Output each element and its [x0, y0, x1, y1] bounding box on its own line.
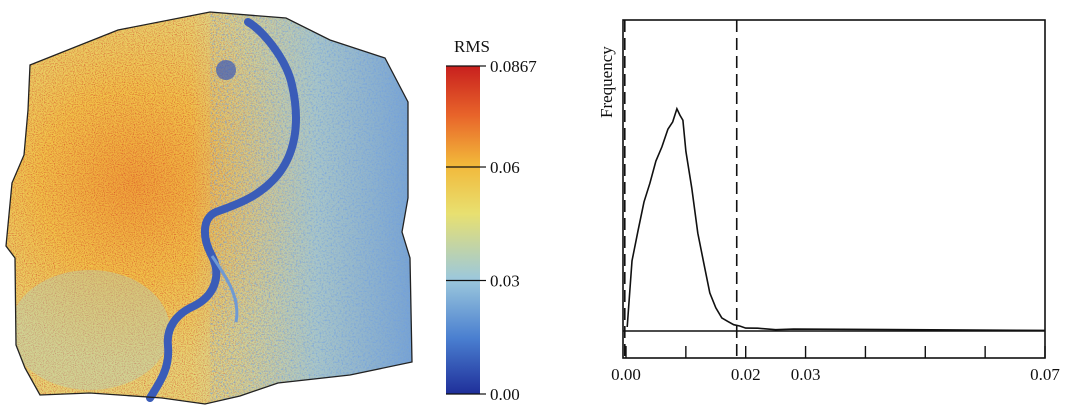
colorbar-svg: RMS 0.0867 0.06 0.03 0.00: [446, 37, 537, 404]
plot-frame: [622, 19, 1046, 359]
colorbar-ticks: 0.0867 0.06 0.03 0.00: [446, 57, 537, 404]
x-tick-label: 0.03: [791, 365, 821, 384]
histogram-svg: Frequency 0.00 0.02 0.03 0.07: [597, 19, 1060, 384]
colorbar-tick-label: 0.03: [490, 272, 520, 291]
river: [146, 18, 300, 402]
rms-map: [0, 0, 420, 409]
colorbar-tick-label: 0.0867: [490, 57, 537, 76]
rms-histogram: Frequency 0.00 0.02 0.03 0.07: [590, 0, 1066, 409]
colorbar-tick-label: 0.00: [490, 385, 520, 400]
colorbar-title: RMS: [454, 37, 490, 56]
x-tick-label: 0.02: [731, 365, 761, 384]
x-axis-ticks: 0.00 0.02 0.03 0.07: [611, 346, 1060, 384]
rms-map-svg: [5, 11, 413, 405]
colorbar-tick-label: 0.06: [490, 158, 520, 177]
x-tick-label: 0.07: [1030, 365, 1060, 384]
x-tick-label: 0.00: [611, 365, 641, 384]
colorbar-gradient: [446, 66, 480, 394]
y-axis-label: Frequency: [597, 46, 616, 118]
threshold-lines: [623, 20, 1045, 358]
frequency-curve: [626, 106, 1046, 332]
colorbar: RMS 0.0867 0.06 0.03 0.00: [440, 30, 570, 404]
